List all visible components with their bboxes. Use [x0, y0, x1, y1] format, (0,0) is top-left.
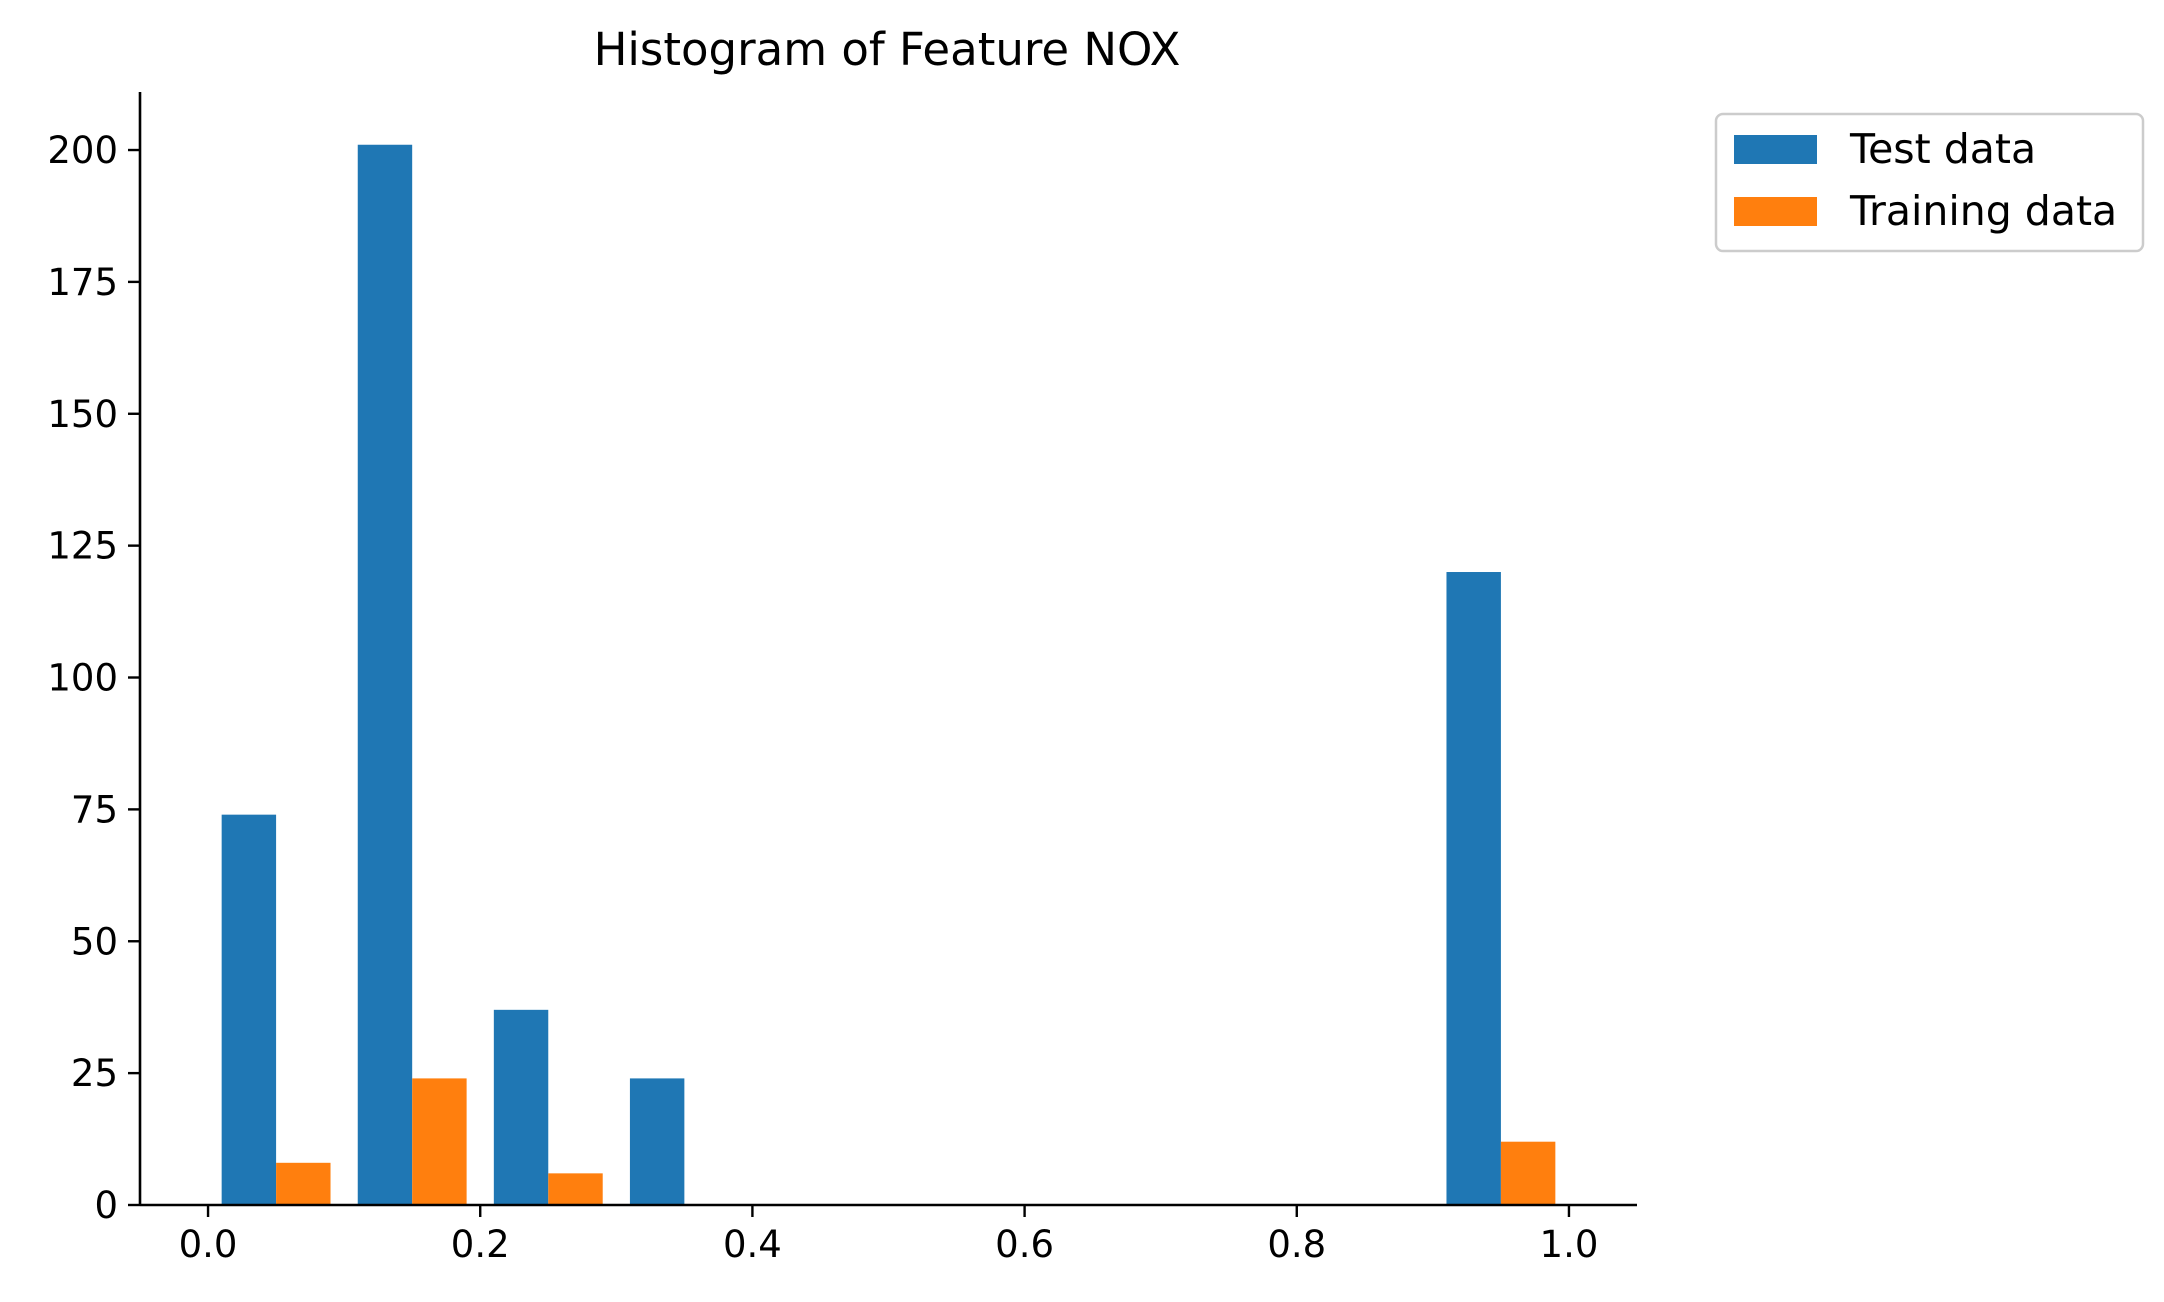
x-tick-label: 0.0 [179, 1223, 238, 1266]
y-tick-label: 125 [47, 525, 118, 568]
x-tick-label: 0.8 [1267, 1223, 1326, 1266]
bar-test-data-3 [629, 1078, 685, 1205]
x-tick-label: 1.0 [1540, 1223, 1599, 1266]
bar-test-data-2 [493, 1009, 549, 1205]
y-tick-label: 25 [71, 1052, 118, 1095]
bar-training-data-1 [412, 1078, 467, 1205]
legend-swatch-training-data [1734, 197, 1817, 226]
y-ticks-group: 0 25 50 75 100 125 150 175 200 [47, 129, 140, 1227]
bar-training-data-9 [1500, 1141, 1556, 1205]
y-tick-label: 0 [94, 1184, 118, 1227]
legend: Test data Training data [1714, 112, 2145, 253]
bar-training-data-2 [548, 1173, 603, 1205]
y-tick-label: 50 [71, 920, 118, 963]
legend-label-test-data: Test data [1849, 125, 2036, 173]
x-tick-label: 0.2 [451, 1223, 510, 1266]
legend-label-training-data: Training data [1849, 187, 2117, 235]
bar-test-data-0 [221, 814, 277, 1205]
x-tick-label: 0.6 [995, 1223, 1054, 1266]
legend-swatch-test-data [1734, 135, 1817, 164]
y-tick-label: 100 [47, 657, 118, 700]
legend-box [1714, 112, 2145, 253]
bars-group [221, 144, 1556, 1206]
y-tick-label: 200 [47, 129, 118, 172]
y-tick-label: 150 [47, 393, 118, 436]
y-tick-label: 175 [47, 261, 118, 304]
x-ticks-group: 0.0 0.2 0.4 0.6 0.8 1.0 [179, 1205, 1599, 1266]
x-tick-label: 0.4 [723, 1223, 782, 1266]
bar-test-data-1 [357, 144, 413, 1206]
chart-title: Histogram of Feature NOX [594, 23, 1181, 76]
y-tick-label: 75 [71, 788, 118, 831]
bar-test-data-9 [1446, 572, 1501, 1205]
bar-training-data-0 [276, 1162, 331, 1205]
